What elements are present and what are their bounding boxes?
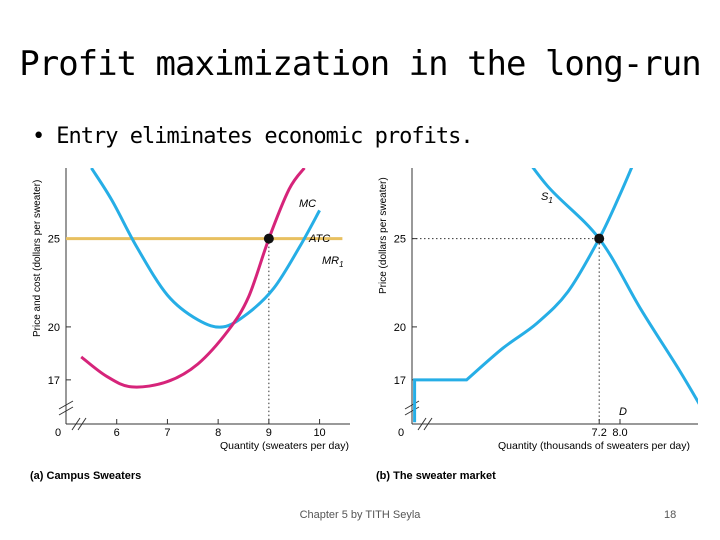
slide-title: Profit maximization in the long-run xyxy=(19,44,701,84)
y-axis-label: Price and cost (dollars per sweater) xyxy=(32,180,43,337)
series-label-mc: MC xyxy=(299,198,316,210)
x-tick-label: 8.0 xyxy=(612,427,627,439)
series-label-d: D xyxy=(619,406,627,418)
x-tick-label: 6 xyxy=(114,427,120,439)
x-tick-label: 7 xyxy=(164,427,170,439)
page-number: 18 xyxy=(664,509,677,521)
supply-curve xyxy=(413,168,634,423)
y-axis-label: Price (dollars per sweater) xyxy=(378,177,389,294)
origin-label: 0 xyxy=(55,427,61,439)
x-tick-label: 8 xyxy=(215,427,221,439)
x-axis-label: Quantity (sweaters per day) xyxy=(220,440,349,452)
x-tick-label: 7.2 xyxy=(592,427,607,439)
atc-curve xyxy=(90,168,321,329)
series-label-s: S1 xyxy=(541,191,553,205)
panel-caption: (a) Campus Sweaters xyxy=(30,470,141,482)
axis-break xyxy=(404,400,433,431)
x-axis-label: Quantity (thousands of sweaters per day) xyxy=(498,440,690,452)
mr-subscript: 1 xyxy=(339,260,343,269)
mr-name: MR xyxy=(322,255,339,267)
demand-curve xyxy=(531,168,698,405)
y-tick-label: 25 xyxy=(394,234,406,246)
x-tick-label: 10 xyxy=(313,427,325,439)
bullet-point: • Entry eliminates economic profits. xyxy=(32,124,474,149)
equilibrium-point xyxy=(263,233,274,244)
y-tick-label: 17 xyxy=(48,375,60,387)
y-tick-label: 20 xyxy=(48,322,60,334)
chart-panel-campus-sweaters: 6 7 8 9 10 17 20 25 0 MC ATC MR1 Quantity (swea… xyxy=(30,168,350,482)
origin-label: 0 xyxy=(398,427,404,439)
series-label-mr: MR1 xyxy=(322,255,344,269)
y-tick-label: 20 xyxy=(394,322,406,334)
bullet-text: Entry eliminates economic profits. xyxy=(56,124,473,149)
y-tick-label: 25 xyxy=(48,234,60,246)
bullet-dot: • xyxy=(32,124,45,149)
series-label-atc: ATC xyxy=(308,233,330,245)
x-tick-label: 9 xyxy=(266,427,272,439)
equilibrium-point xyxy=(594,233,605,244)
panel-caption: (b) The sweater market xyxy=(376,470,496,482)
s-subscript: 1 xyxy=(548,196,552,205)
footer-text: Chapter 5 by TITH Seyla xyxy=(299,509,421,521)
s-name: S xyxy=(541,191,549,203)
chart-panel-sweater-market: 7.2 8.0 17 20 25 0 S1 D Quantity (thousands … xyxy=(376,168,698,482)
guide-line xyxy=(412,238,600,424)
y-tick-label: 17 xyxy=(394,375,406,387)
mc-curve xyxy=(80,168,306,389)
axis-break xyxy=(58,400,87,431)
